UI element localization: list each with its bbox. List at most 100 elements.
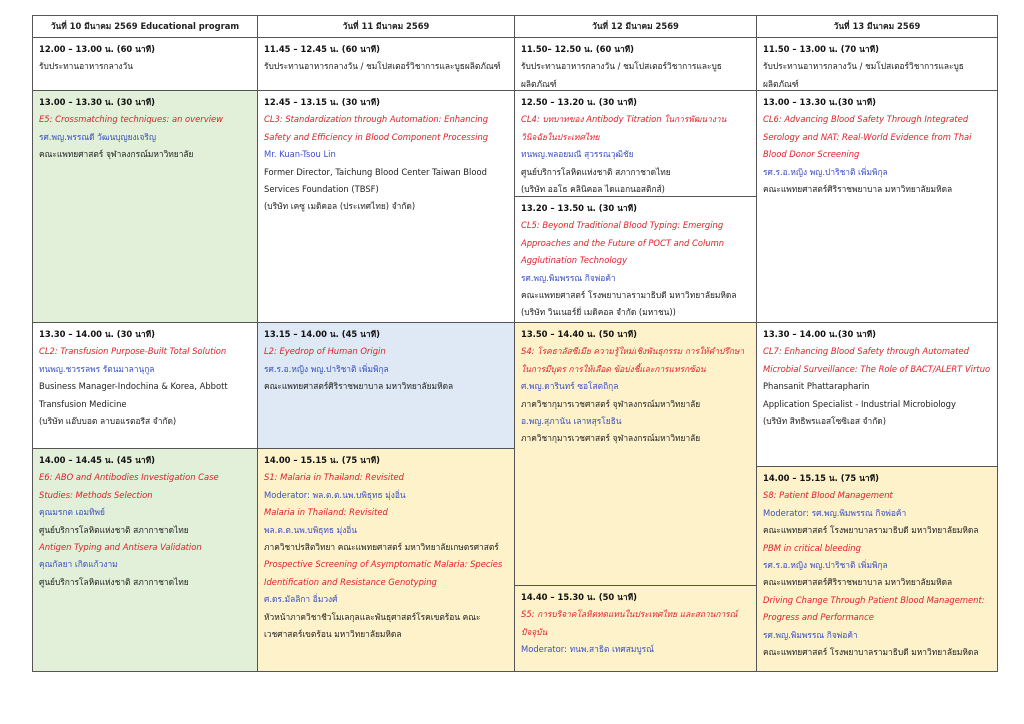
session-cell: 13.20 – 13.50 น. (30 นาที) CL5: Beyond Tr… <box>514 196 757 323</box>
person-line: Moderator: รศ.พญ.พิมพรรณ กิจพ่อค้า <box>763 507 907 518</box>
title-line: S4: โรคธาลัสซีเมีย ความรู้ใหม่เชิงพันธุก… <box>521 346 745 374</box>
person-line: รศ.ร.อ.หญิง พญ.ปาริชาติ เพิ่มพิกุล <box>763 560 888 571</box>
title-line: CL5: Beyond Traditional Blood Typing: Em… <box>521 220 725 266</box>
column-header: วันที่ 11 มีนาคม 2569 <box>257 15 515 38</box>
text-line: ภาควิชากุมารเวชศาสตร์ จุฬาลงกรณ์มหาวิทยา… <box>521 433 701 444</box>
session-cell: 13.15 – 14.00 น. (45 นาที) L2: Eyedrop of… <box>257 322 515 449</box>
person-line: รศ.ร.อ.หญิง พญ.ปาริชาติ เพิ่มพิกุล <box>763 166 888 177</box>
session-cell: 12.00 – 13.00 น. (60 นาที) รับประทานอาหาร… <box>32 37 258 91</box>
text-line: รับประทานอาหารกลางวัน / ชมโปสเตอร์วิชากา… <box>521 61 722 89</box>
time-line: 14.00 – 15.15 น. (75 นาที) <box>763 473 879 483</box>
session-cell: 11.50– 12.50 น. (60 นาที) รับประทานอาหารก… <box>514 37 757 91</box>
session-cell: 13.00 – 13.30 น. (30 นาที) E5: Crossmatch… <box>32 90 258 323</box>
text-line: คณะแพทยศาสตร์ โรงพยาบาลรามาธิบดี มหาวิทย… <box>763 525 979 536</box>
text-line: Business Manager-Indochina & Korea, Abbo… <box>39 381 228 409</box>
text-line: ภาควิชาปรสิตวิทยา คณะแพทยศาสตร์ มหาวิทยา… <box>264 542 499 553</box>
text-line: Application Specialist - Industrial Micr… <box>763 398 956 409</box>
person-line: Mr. Kuan-Tsou Lin <box>264 149 336 160</box>
text-line: คณะแพทยศาสตร์ โรงพยาบาลรามาธิบดี มหาวิทย… <box>521 290 737 301</box>
time-line: 11.50– 12.50 น. (60 นาที) <box>521 44 634 54</box>
text-line: รับประทานอาหารกลางวัน / ชมโปสเตอร์วิชากา… <box>763 61 964 89</box>
text-line: คณะแพทยศาสตร์ศิริราชพยาบาล มหาวิทยาลัยมห… <box>264 381 454 392</box>
text-line: คณะแพทยศาสตร์ศิริราชพยาบาล มหาวิทยาลัยมห… <box>763 184 953 195</box>
title-line: Driving Change Through Patient Blood Man… <box>763 594 985 623</box>
text-line: Phansanit Phattarapharin <box>763 381 870 392</box>
text-line: Former Director, Taichung Blood Center T… <box>264 166 487 195</box>
session-cell: 13.30 – 14.00 น.(30 นาที) CL7: Enhancing … <box>756 322 998 467</box>
title-line: Prospective Screening of Asymptomatic Ma… <box>264 559 503 587</box>
column-header: วันที่ 13 มีนาคม 2569 <box>756 15 998 38</box>
text-line: คณะแพทยศาสตร์ จุฬาลงกรณ์มหาวิทยาลัย <box>39 149 194 160</box>
title-line: L2: Eyedrop of Human Origin <box>264 346 386 357</box>
session-cell: 11.50 – 13.00 น. (70 นาที) รับประทานอาหาร… <box>756 37 998 91</box>
title-line: Malaria in Thailand: Revisited <box>264 507 388 518</box>
time-line: 13.50 – 14.40 น. (50 นาที) <box>521 329 637 339</box>
column-header: วันที่ 12 มีนาคม 2569 <box>514 15 757 38</box>
person-line: ทนพญ.พลอยมณี สุวรรณวุฒิชัย <box>521 149 634 160</box>
title-line: E6: ABO and Antibodies Investigation Cas… <box>39 472 219 500</box>
time-line: 14.00 – 14.45 น. (45 นาที) <box>39 455 155 465</box>
text-line: คณะแพทยศาสตร์ศิริราชพยาบาล มหาวิทยาลัยมห… <box>763 577 953 588</box>
title-line: Antigen Typing and Antisera Validation <box>39 542 202 553</box>
person-line: คุณกัลยา เกิดแก้วงาม <box>39 559 118 570</box>
time-line: 13.30 – 14.00 น. (30 นาที) <box>39 329 155 339</box>
text-line: ศูนย์บริการโลหิตแห่งชาติ สภากาชาดไทย <box>39 524 189 535</box>
person-line: ศ.ดร.มัลลิกา อิ่มวงศ์ <box>264 594 338 605</box>
time-line: 13.00 – 13.30 น. (30 นาที) <box>39 97 155 107</box>
person-line: ทนพญ.ชวรรลพร รัตนมาลานุกูล <box>39 363 155 374</box>
text-line: หัวหน้าภาควิชาชีวโมเลกุลและพันธุศาสตร์โร… <box>264 611 481 640</box>
text-line: (บริษัท สิทธิพรแอสโซซิเอส จำกัด) <box>763 416 887 427</box>
title-line: PBM in critical bleeding <box>763 542 861 553</box>
session-cell: 14.00 – 15.15 น. (75 นาที) S8: Patient Bl… <box>756 466 998 672</box>
person-line: ศ.พญ.ดารินทร์ ซอโสตถิกุล <box>521 381 619 392</box>
session-cell: 14.00 – 15.15 น. (75 นาที) S1: Malaria in… <box>257 448 515 672</box>
person-line: Moderator: พล.ต.ต.นพ.บพิธุทธ มุ่งอิ่น <box>264 489 406 500</box>
title-line: CL3: Standardization through Automation:… <box>264 114 489 142</box>
column-header: วันที่ 10 มีนาคม 2569 Educational progra… <box>32 15 258 38</box>
title-line: CL6: Advancing Blood Safety Through Inte… <box>763 114 972 160</box>
session-cell: 11.45 – 12.45 น. (60 นาที) รับประทานอาหาร… <box>257 37 515 91</box>
title-line: CL7: Enhancing Blood Safety through Auto… <box>763 346 991 374</box>
text-line: ศูนย์บริการโลหิตแห่งชาติ สภากาชาดไทย <box>39 576 189 587</box>
session-cell: 12.50 – 13.20 น. (30 นาที) CL4: บทบาทของ … <box>514 90 757 197</box>
person-line: รศ.พญ.พิมพรรณ กิจพ่อค้า <box>521 272 616 283</box>
time-line: 11.45 – 12.45 น. (60 นาที) <box>264 44 380 54</box>
time-line: 11.50 – 13.00 น. (70 นาที) <box>763 44 879 54</box>
time-line: 13.30 – 14.00 น.(30 นาที) <box>763 329 876 339</box>
text-line: คณะแพทยศาสตร์ โรงพยาบาลรามาธิบดี มหาวิทย… <box>763 647 979 658</box>
text-line: (บริษัท เคซู เมดิคอล (ประเทศไทย) จำกัด) <box>264 201 416 212</box>
person-line: รศ.พญ.พรรณดี วัฒนบุญยงเจริญ <box>39 131 157 142</box>
session-cell: 14.40 – 15.30 น. (50 นาที) S5: การบริจาคโ… <box>514 585 757 672</box>
time-line: 13.20 – 13.50 น. (30 นาที) <box>521 203 637 213</box>
person-line: รศ.พญ.พิมพรรณ กิจพ่อค้า <box>763 629 858 640</box>
text-line: (บริษัท แอ๊บบอต ลาบอแรตอรีส จำกัด) <box>39 416 177 427</box>
session-cell: 13.00 – 13.30 น.(30 นาที) CL6: Advancing … <box>756 90 998 323</box>
session-cell: 12.45 – 13.15 น. (30 นาที) CL3: Standardi… <box>257 90 515 323</box>
time-line: 12.45 – 13.15 น. (30 นาที) <box>264 97 380 107</box>
time-line: 12.00 – 13.00 น. (60 นาที) <box>39 44 155 54</box>
time-line: 13.00 – 13.30 น.(30 นาที) <box>763 97 876 107</box>
text-line: ภาควิชากุมารเวชศาสตร์ จุฬาลงกรณ์มหาวิทยา… <box>521 398 701 409</box>
text-line: รับประทานอาหารกลางวัน <box>39 61 133 72</box>
text-line: (บริษัท ออโธ คลินิคอล ไดแอกนอสติกส์) <box>521 184 665 195</box>
person-line: Moderator: ทนพ.สาธิต เทศสมบูรณ์ <box>521 644 654 655</box>
text-line: รับประทานอาหารกลางวัน / ชมโปสเตอร์วิชากา… <box>264 61 501 72</box>
title-line: E5: Crossmatching techniques: an overvie… <box>39 114 224 125</box>
title-line: S1: Malaria in Thailand: Revisited <box>264 472 404 483</box>
session-cell: 13.50 – 14.40 น. (50 นาที) S4: โรคธาลัสซี… <box>514 322 757 586</box>
title-line: CL4: บทบาทของ Antibody Titration ในการพั… <box>521 114 727 142</box>
session-cell: 14.00 – 14.45 น. (45 นาที) E6: ABO and An… <box>32 448 258 672</box>
session-cell: 13.30 – 14.00 น. (30 นาที) CL2: Transfusi… <box>32 322 258 449</box>
title-line: CL2: Transfusion Purpose-Built Total Sol… <box>39 346 227 357</box>
time-line: 12.50 – 13.20 น. (30 นาที) <box>521 97 637 107</box>
time-line: 14.40 – 15.30 น. (50 นาที) <box>521 592 637 602</box>
person-line: คุณมรกต เอมทิพย์ <box>39 507 105 518</box>
time-line: 13.15 – 14.00 น. (45 นาที) <box>264 329 380 339</box>
person-line: พล.ต.ต.นพ.บพิธุทธ มุ่งอิ่น <box>264 524 358 535</box>
text-line: (บริษัท วินเนอร์ยี่ เมดิคอล จำกัด (มหาชน… <box>521 307 676 318</box>
text-line: ศูนย์บริการโลหิตแห่งชาติ สภากาชาดไทย <box>521 166 671 177</box>
person-line: รศ.ร.อ.หญิง พญ.ปาริชาติ เพิ่มพิกุล <box>264 363 389 374</box>
title-line: S5: การบริจาคโลหิตทดแทนในประเทศไทย และสถ… <box>521 609 738 637</box>
title-line: S8: Patient Blood Management <box>763 490 893 501</box>
